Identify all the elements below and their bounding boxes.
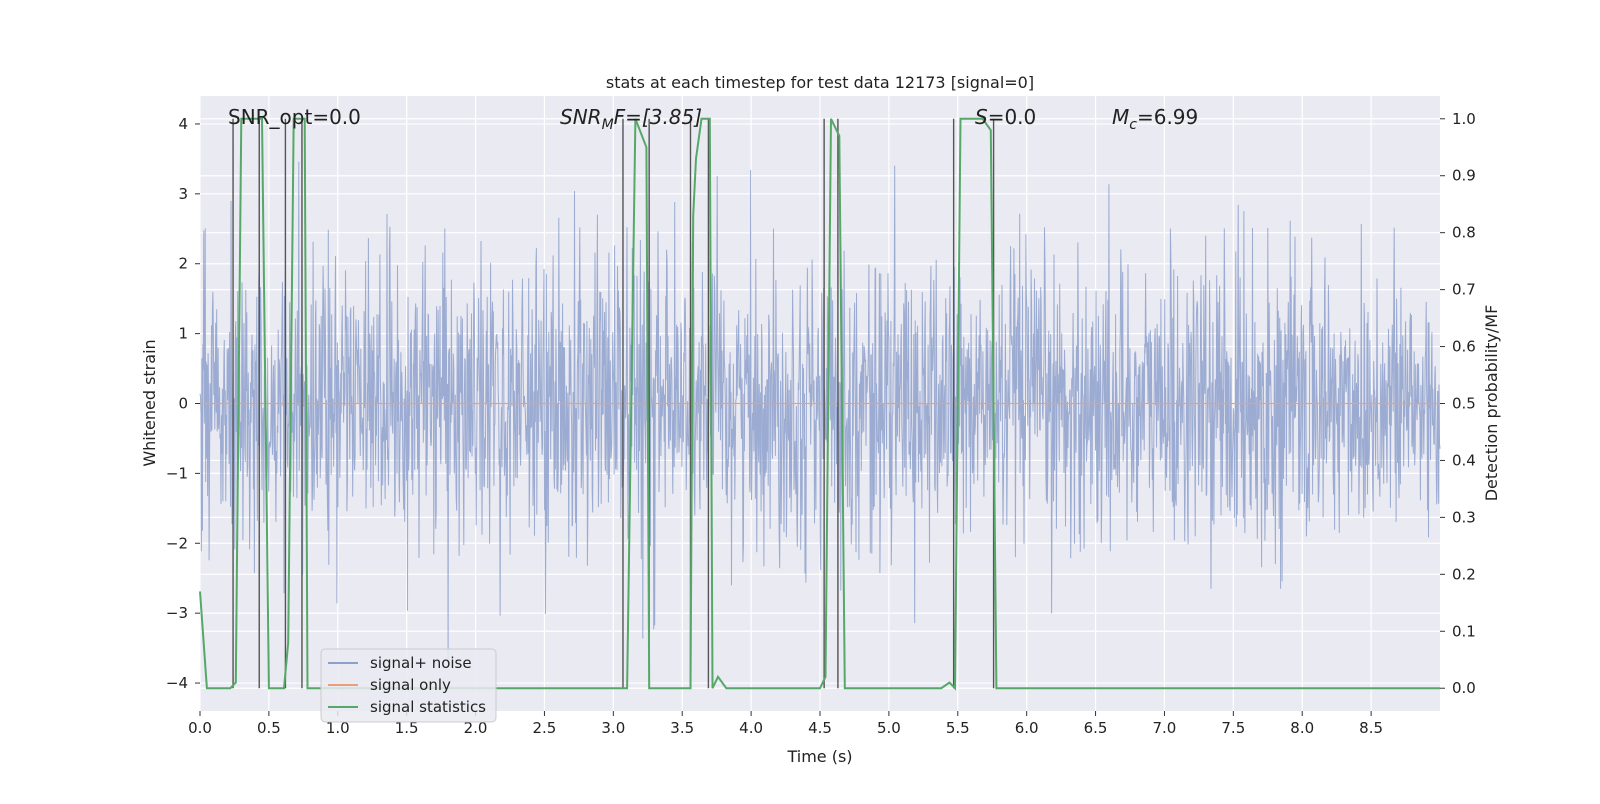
x-tick-label: 6.0 <box>1015 719 1039 737</box>
legend-label-signal-only: signal only <box>370 676 451 694</box>
mc-prefix: M <box>1112 105 1129 129</box>
y-tick-label: −1 <box>166 464 188 482</box>
y2-tick-label: 1.0 <box>1452 110 1476 128</box>
x-tick-label: 6.5 <box>1084 719 1108 737</box>
y2-tick-label: 0.4 <box>1452 451 1476 469</box>
series-signal-statistics <box>199 117 1440 691</box>
chart-title: stats at each timestep for test data 121… <box>606 73 1034 92</box>
x-tick-label: 7.0 <box>1153 719 1177 737</box>
y2-tick-label: 0.6 <box>1452 338 1476 356</box>
y2-tick-label: 0.2 <box>1452 565 1476 583</box>
x-tick-label: 8.5 <box>1359 719 1383 737</box>
series-signal-noise <box>199 161 1441 667</box>
x-tick-label: 2.0 <box>464 719 488 737</box>
y2-axis-label: Detection probability/MF <box>1482 305 1501 502</box>
mc-annotation: Mc=6.99 <box>1112 105 1198 133</box>
y-axis-label: Whitened strain <box>140 339 159 466</box>
y-tick-label: 3 <box>178 185 188 203</box>
y2-tick-label: 0.7 <box>1452 281 1476 299</box>
y2-tick-label: 0.1 <box>1452 622 1476 640</box>
x-tick-label: 5.5 <box>946 719 970 737</box>
x-tick-label: 3.0 <box>601 719 625 737</box>
snr-mf-suffix: F=[3.85] <box>614 105 702 129</box>
legend-label-signal-statistics: signal statistics <box>370 698 486 716</box>
x-tick-label: 5.0 <box>877 719 901 737</box>
snr-mf-annotation: SNRMF=[3.85] <box>560 105 702 133</box>
x-tick-label: 4.5 <box>808 719 832 737</box>
mc-sub: c <box>1129 117 1137 133</box>
x-tick-label: 1.5 <box>395 719 419 737</box>
x-tick-label: 0.5 <box>257 719 281 737</box>
x-tick-label: 2.5 <box>533 719 557 737</box>
x-tick-label: 7.5 <box>1221 719 1245 737</box>
s-prefix: S <box>975 105 988 129</box>
y2-tick-label: 0.8 <box>1452 224 1476 242</box>
legend: signal+ noise signal only signal statist… <box>320 648 497 723</box>
y-tick-label: −2 <box>166 534 188 552</box>
y2-tick-label: 0.0 <box>1452 679 1476 697</box>
y-tick-label: 2 <box>178 255 188 273</box>
x-tick-label: 4.0 <box>739 719 763 737</box>
legend-label-signal-noise: signal+ noise <box>370 654 472 672</box>
y2-tick-label: 0.9 <box>1452 167 1476 185</box>
x-tick-label: 8.0 <box>1290 719 1314 737</box>
y2-tick-label: 0.3 <box>1452 508 1476 526</box>
y-tick-label: 4 <box>178 115 188 133</box>
mc-suffix: =6.99 <box>1137 105 1198 129</box>
legend-box <box>320 648 497 723</box>
s-suffix: =0.0 <box>988 105 1037 129</box>
x-tick-label: 3.5 <box>670 719 694 737</box>
x-tick-label: 1.0 <box>326 719 350 737</box>
y-tick-label: −4 <box>166 674 188 692</box>
snr-opt-annotation: SNR_opt=0.0 <box>228 105 361 129</box>
snr-mf-prefix: SNR <box>560 105 602 129</box>
y-tick-label: 0 <box>178 395 188 413</box>
x-axis-label: Time (s) <box>786 747 852 766</box>
x-tick-label: 0.0 <box>188 719 212 737</box>
snr-mf-sub: M <box>602 117 614 133</box>
y-tick-label: −3 <box>166 604 188 622</box>
y2-tick-label: 0.5 <box>1452 395 1476 413</box>
s-annotation: S=0.0 <box>975 105 1036 129</box>
y-tick-label: 1 <box>178 325 188 343</box>
